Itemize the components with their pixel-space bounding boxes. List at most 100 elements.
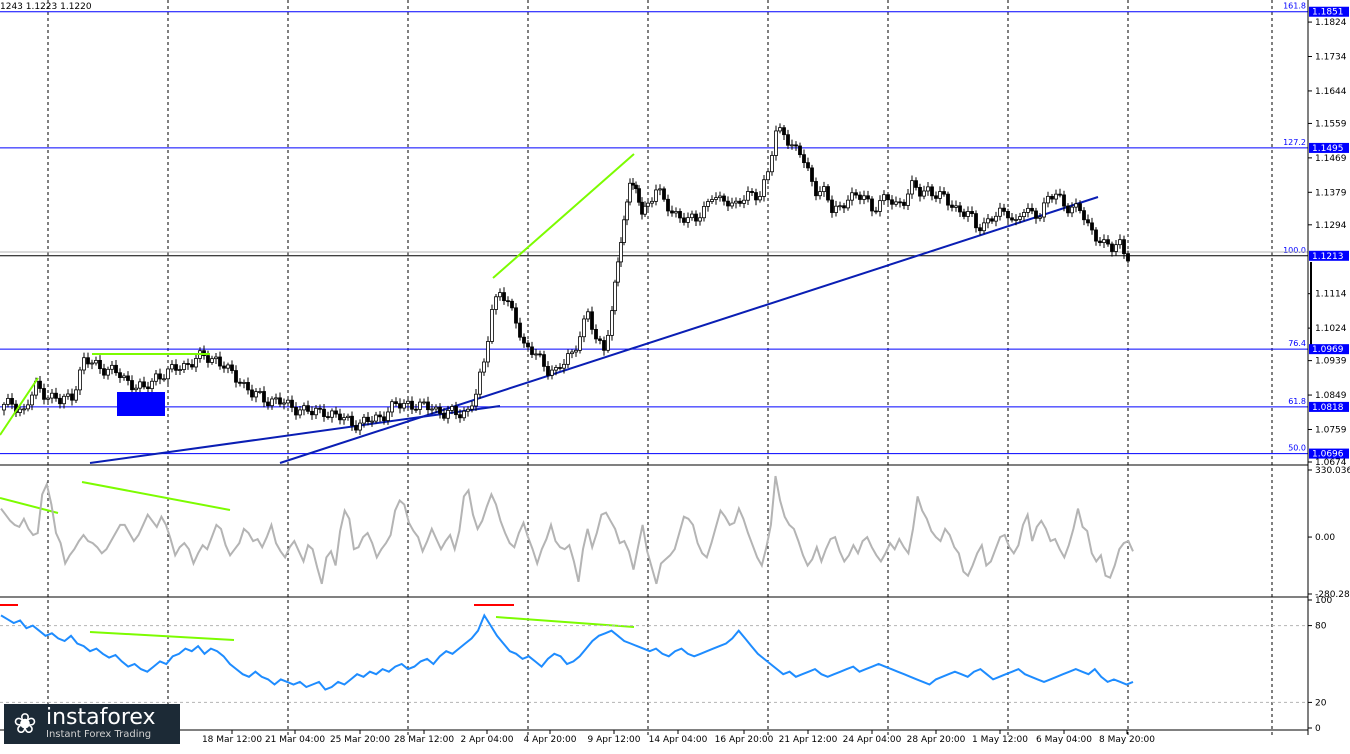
candle-body-11 xyxy=(46,397,50,400)
fib-price-76.4: 1.0969 xyxy=(1312,345,1344,355)
logo-name: instaforex xyxy=(46,705,156,730)
candle-body-116 xyxy=(466,408,470,412)
candle-body-40 xyxy=(162,378,166,381)
time-tick-label-9: 21 Apr 12:00 xyxy=(779,735,838,745)
price-tick-label-0: 1.1824 xyxy=(1315,18,1347,28)
candle-body-135 xyxy=(542,354,546,367)
candle-body-171 xyxy=(674,211,678,214)
candle-body-270 xyxy=(1070,206,1074,214)
ohlc-readout: 1243 1.1223 1.1220 xyxy=(0,2,92,12)
candle-body-123 xyxy=(494,296,498,310)
vertical-gridlines xyxy=(47,0,1273,735)
candle-body-233 xyxy=(922,190,926,197)
fib-price-127.2: 1.1495 xyxy=(1312,144,1344,154)
candle-body-124 xyxy=(498,292,502,298)
candle-body-213 xyxy=(842,205,846,209)
candle-body-246 xyxy=(974,213,978,229)
candle-body-105 xyxy=(422,401,426,404)
candle-body-238 xyxy=(942,191,946,195)
candle-body-199 xyxy=(786,134,790,146)
candle-body-155 xyxy=(619,242,623,263)
candle-body-113 xyxy=(454,406,458,416)
candle-body-10 xyxy=(42,388,46,400)
candle-body-36 xyxy=(146,386,150,390)
price-tick-label-7: 1.1114 xyxy=(1315,290,1347,300)
candle-body-23 xyxy=(94,359,98,364)
candle-body-58 xyxy=(234,370,238,383)
candle-body-120 xyxy=(482,361,486,373)
candle-body-0 xyxy=(2,403,6,411)
candle-body-103 xyxy=(414,408,418,411)
candle-body-32 xyxy=(130,380,134,391)
candle-body-51 xyxy=(206,355,210,363)
price-tick-label-1: 1.1734 xyxy=(1315,52,1347,62)
candle-body-281 xyxy=(1114,244,1118,252)
candle-body-231 xyxy=(914,180,918,188)
candle-body-211 xyxy=(834,205,838,213)
candle-body-39 xyxy=(158,373,162,380)
candle-body-28 xyxy=(114,364,118,374)
candle-body-94 xyxy=(378,414,382,418)
candle-body-142 xyxy=(570,351,574,355)
time-tick-label-4: 2 Apr 04:00 xyxy=(461,735,514,745)
candle-body-149 xyxy=(598,338,602,341)
candle-body-109 xyxy=(438,406,442,414)
candle-body-136 xyxy=(546,366,550,376)
fib-label-127.2: 127.2 xyxy=(1283,138,1306,147)
instaforex-logo: ❀ instaforex Instant Forex Trading xyxy=(4,704,180,744)
candle-body-225 xyxy=(890,199,894,205)
divergence-price-3 xyxy=(492,153,635,279)
candle-body-143 xyxy=(574,349,578,353)
candle-body-122 xyxy=(490,309,494,342)
candle-body-182 xyxy=(718,195,722,199)
fib-levels: 161.8 127.2 100.0 76.4 61.8 50.0 xyxy=(0,2,1308,455)
candle-body-74 xyxy=(298,409,302,416)
candle-body-214 xyxy=(846,199,850,209)
candle-body-208 xyxy=(822,186,826,193)
fib-label-61.8: 61.8 xyxy=(1288,397,1306,406)
candle-body-52 xyxy=(210,358,214,363)
stochastic-line xyxy=(0,613,1134,691)
candle-body-241 xyxy=(954,205,958,208)
candle-body-154 xyxy=(616,261,620,283)
candle-body-207 xyxy=(818,191,822,197)
candle-body-217 xyxy=(858,194,862,200)
candle-body-255 xyxy=(1010,217,1014,221)
candle-body-53 xyxy=(214,356,218,360)
candle-body-252 xyxy=(998,207,1002,217)
candle-body-189 xyxy=(746,191,750,201)
candle-body-165 xyxy=(650,200,654,204)
candle-body-206 xyxy=(814,181,818,197)
candle-body-221 xyxy=(874,210,878,213)
candle-body-236 xyxy=(934,195,938,199)
candle-body-191 xyxy=(754,192,758,201)
fib-price-box-61.8 xyxy=(1309,401,1349,412)
candle-body-92 xyxy=(370,420,374,423)
candle-body-139 xyxy=(558,367,562,369)
fib-price-box-76.4 xyxy=(1309,344,1349,355)
candle-body-176 xyxy=(694,213,698,222)
candle-body-98 xyxy=(394,401,398,405)
candle-body-144 xyxy=(578,336,582,351)
candle-body-26 xyxy=(106,368,110,376)
candle-body-197 xyxy=(778,127,782,132)
candle-body-212 xyxy=(838,205,842,208)
stoch-tick-label-2: 20 xyxy=(1315,698,1327,708)
stoch-tick-label-1: 80 xyxy=(1315,622,1327,632)
candle-body-13 xyxy=(54,392,58,399)
candle-body-134 xyxy=(538,353,542,356)
candle-body-16 xyxy=(66,393,70,397)
candle-body-157 xyxy=(625,201,629,221)
candle-body-70 xyxy=(282,402,286,405)
candle-body-91 xyxy=(366,416,370,423)
candle-body-126 xyxy=(506,300,510,303)
candle-body-283 xyxy=(1122,239,1126,255)
candle-body-245 xyxy=(970,211,974,215)
candle-body-45 xyxy=(182,363,186,370)
candle-body-129 xyxy=(518,322,522,338)
candle-body-9 xyxy=(38,380,42,389)
candle-body-205 xyxy=(810,167,814,182)
candle-body-42 xyxy=(170,364,174,370)
candle-body-118 xyxy=(474,393,478,407)
